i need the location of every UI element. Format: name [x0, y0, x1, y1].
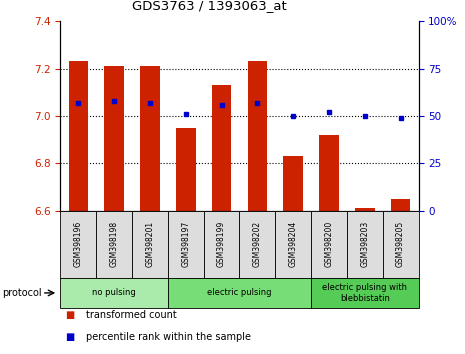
Text: ■: ■: [65, 310, 74, 320]
Text: no pulsing: no pulsing: [92, 289, 136, 297]
Text: GSM398203: GSM398203: [360, 221, 369, 267]
Text: GSM398204: GSM398204: [289, 221, 298, 267]
Text: GSM398199: GSM398199: [217, 221, 226, 267]
Text: transformed count: transformed count: [86, 310, 177, 320]
Text: GSM398202: GSM398202: [253, 221, 262, 267]
Text: GSM398205: GSM398205: [396, 221, 405, 267]
Bar: [391, 199, 411, 211]
Bar: [247, 62, 267, 211]
Text: GSM398200: GSM398200: [325, 221, 333, 267]
Bar: [383, 211, 418, 278]
Bar: [132, 211, 168, 278]
Bar: [212, 85, 232, 211]
Bar: [176, 128, 196, 211]
Bar: [96, 211, 132, 278]
Bar: [68, 62, 88, 211]
Text: GSM398197: GSM398197: [181, 221, 190, 267]
Bar: [204, 211, 239, 278]
Text: ■: ■: [65, 332, 74, 342]
Text: GSM398196: GSM398196: [74, 221, 83, 267]
Bar: [275, 211, 311, 278]
Bar: [60, 211, 96, 278]
Text: GSM398198: GSM398198: [110, 221, 119, 267]
Bar: [60, 278, 168, 308]
Bar: [239, 211, 275, 278]
Bar: [283, 156, 303, 211]
Bar: [168, 278, 311, 308]
Bar: [355, 208, 375, 211]
Text: electric pulsing: electric pulsing: [207, 289, 272, 297]
Text: GSM398201: GSM398201: [146, 221, 154, 267]
Bar: [140, 66, 160, 211]
Text: protocol: protocol: [2, 288, 42, 298]
Text: percentile rank within the sample: percentile rank within the sample: [86, 332, 251, 342]
Text: electric pulsing with
blebbistatin: electric pulsing with blebbistatin: [322, 283, 407, 303]
Bar: [168, 211, 204, 278]
Bar: [347, 211, 383, 278]
Bar: [311, 211, 347, 278]
Bar: [311, 278, 418, 308]
Text: GDS3763 / 1393063_at: GDS3763 / 1393063_at: [132, 0, 286, 12]
Bar: [104, 66, 124, 211]
Bar: [319, 135, 339, 211]
